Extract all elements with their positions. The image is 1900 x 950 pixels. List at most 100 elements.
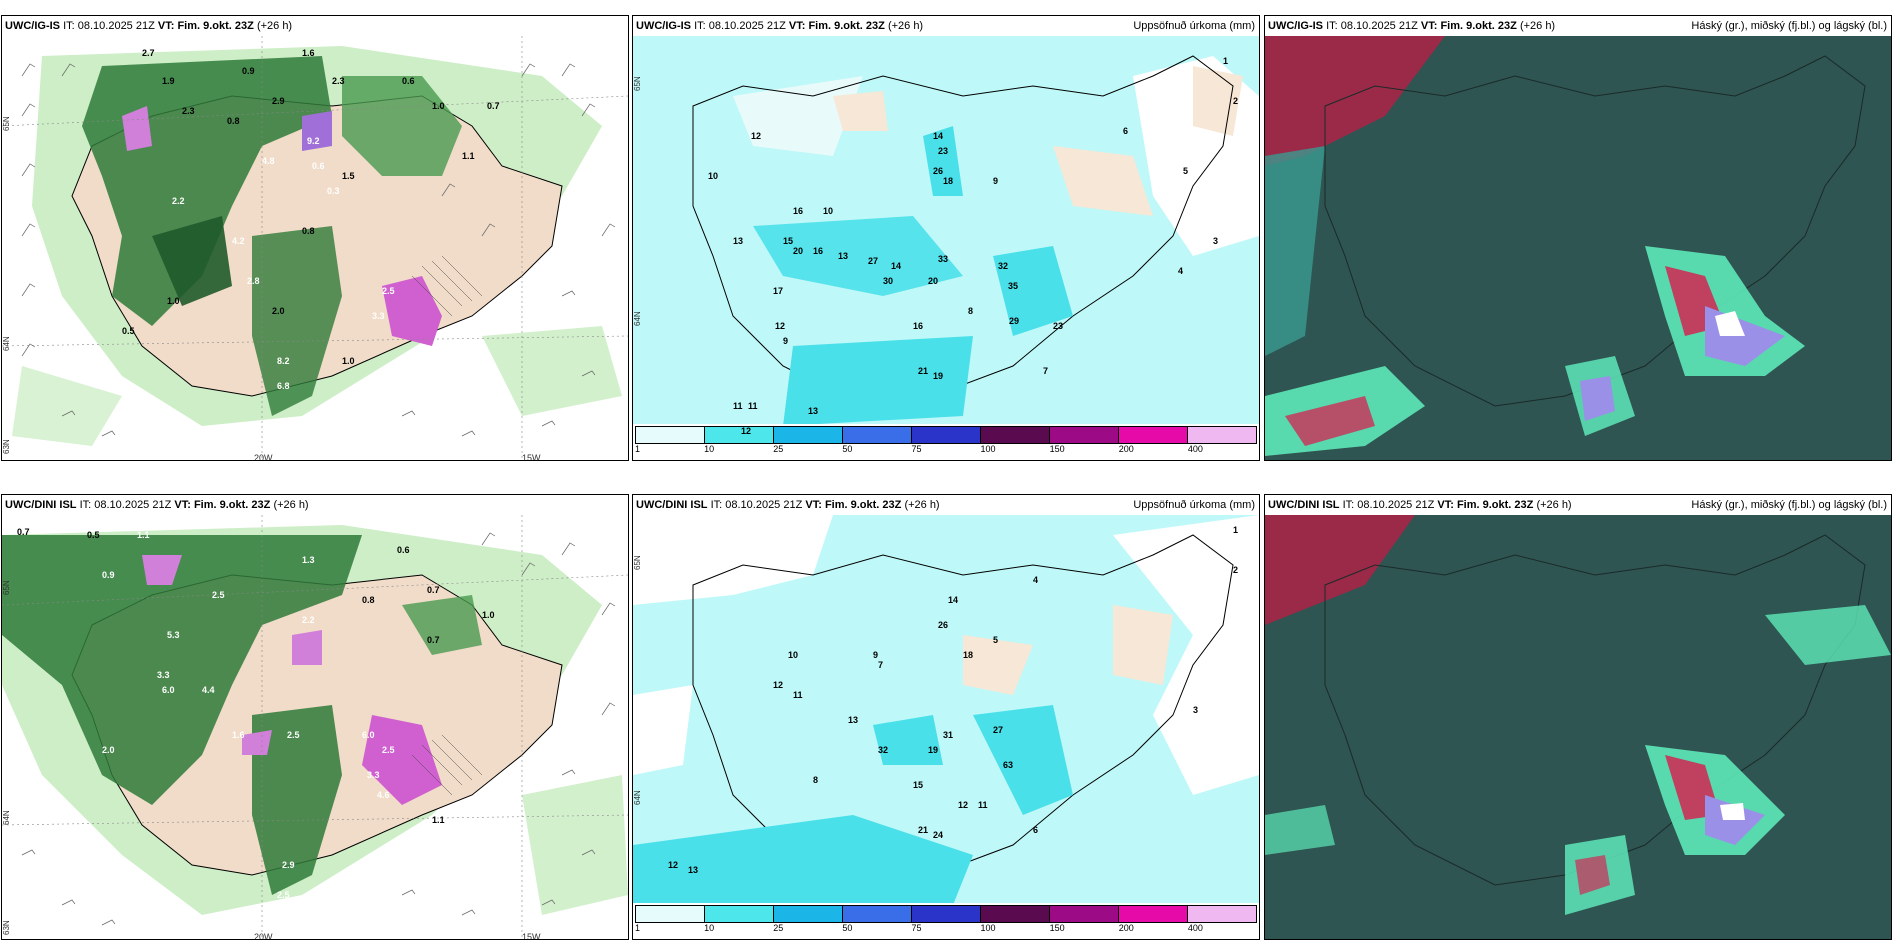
lat-label-65n: 65N [2,116,11,131]
colorbar-label: 10 [704,444,715,454]
panel-header: UWC/IG-IS IT: 08.10.2025 21Z VT: Fim. 9.… [1265,16,1891,36]
valid-time: Fim. 9.okt. 23Z [1456,499,1534,511]
map-area [2,515,628,939]
colorbar-swatch [843,906,912,922]
colorbar-swatch [1119,906,1188,922]
colorbar-label: 1 [635,444,641,454]
colorbar-swatch [1050,427,1119,443]
model-name: UWC/IG-IS [636,20,691,32]
panel-ig-is-precipitation: UWC/IG-IS IT: 08.10.2025 21Z VT: Fim. 9.… [632,15,1260,461]
colorbar-swatch [1050,906,1119,922]
lon-label-15w: 15W [522,453,541,461]
product-title: Háský (gr.), miðský (fj.bl.) og lágský (… [1691,499,1887,511]
product-title: Uppsöfnuð úrkoma (mm) [1133,499,1255,511]
colorbar-swatch [636,427,705,443]
panel-ig-is-temperature: UWC/IG-IS IT: 08.10.2025 21Z VT: Fim. 9.… [1,15,629,461]
init-time: 08.10.2025 21Z [1357,499,1435,511]
colorbar: 1 10 25 50 75 100 150 200 400 [633,424,1259,460]
panel-dini-isl-clouds: UWC/DINI ISL IT: 08.10.2025 21Z VT: Fim.… [1264,494,1892,940]
map-svg [1265,36,1891,460]
map-area [1265,36,1891,460]
vt-label: VT: [174,499,191,511]
lon-label-20w: 20W [254,453,273,461]
it-label: IT: [79,499,92,511]
product-title: Háský (gr.), miðský (fj.bl.) og lágský (… [1691,20,1887,32]
it-label: IT: [1342,499,1355,511]
panel-ig-is-clouds: UWC/IG-IS IT: 08.10.2025 21Z VT: Fim. 9.… [1264,15,1892,461]
map-svg [1265,515,1891,939]
lat-label-63n: 63N [2,439,11,454]
colorbar-swatches [635,426,1257,444]
valid-time: Fim. 9.okt. 23Z [177,20,254,32]
colorbar-label: 25 [773,923,784,933]
init-time: 08.10.2025 21Z [725,499,803,511]
colorbar-label: 150 [1049,923,1065,933]
colorbar-swatch [705,427,774,443]
valid-time: Fim. 9.okt. 23Z [824,499,902,511]
colorbar-label: 200 [1118,444,1134,454]
panel-header: UWC/DINI ISL IT: 08.10.2025 21Z VT: Fim.… [633,495,1259,515]
colorbar-swatch [912,427,981,443]
panel-dini-isl-precipitation: UWC/DINI ISL IT: 08.10.2025 21Z VT: Fim.… [632,494,1260,940]
map-svg [633,36,1259,426]
lat-label-64n: 64N [2,810,11,825]
colorbar-label: 50 [842,444,853,454]
lat-label-64n: 64N [633,311,642,326]
vt-label: VT: [157,20,175,32]
colorbar-label: 10 [704,923,715,933]
init-time: 08.10.2025 21Z [77,20,155,32]
map-svg [2,36,628,460]
valid-time: Fim. 9.okt. 23Z [1440,20,1517,32]
panel-header: UWC/IG-IS IT: 08.10.2025 21Z VT: Fim. 9.… [2,16,628,36]
it-label: IT: [63,20,75,32]
model-name: UWC/IG-IS [1268,20,1323,32]
model-name: UWC/DINI ISL [636,499,708,511]
panel-header: UWC/IG-IS IT: 08.10.2025 21Z VT: Fim. 9.… [633,16,1259,36]
colorbar-swatch [774,906,843,922]
colorbar-swatch [981,427,1050,443]
colorbar: 1 10 25 50 75 100 150 200 400 [633,903,1259,939]
panel-header: UWC/DINI ISL IT: 08.10.2025 21Z VT: Fim.… [2,495,628,515]
vt-label: VT: [1420,20,1438,32]
init-time: 08.10.2025 21Z [94,499,172,511]
panel-dini-isl-temperature: UWC/DINI ISL IT: 08.10.2025 21Z VT: Fim.… [1,494,629,940]
colorbar-label: 150 [1049,444,1065,454]
colorbar-label: 50 [842,923,853,933]
lon-label-15w: 15W [522,932,541,940]
vt-label: VT: [788,20,806,32]
it-label: IT: [710,499,723,511]
init-time: 08.10.2025 21Z [1340,20,1418,32]
colorbar-swatch [774,427,843,443]
map-area [633,515,1259,939]
it-label: IT: [694,20,706,32]
init-time: 08.10.2025 21Z [708,20,786,32]
colorbar-labels: 1 10 25 50 75 100 150 200 400 [635,444,1257,458]
colorbar-swatch [1188,906,1256,922]
vt-label: VT: [805,499,822,511]
lead-time: (+26 h) [1519,20,1556,32]
colorbar-swatch [705,906,774,922]
colorbar-swatch [981,906,1050,922]
lat-label-64n: 64N [2,336,11,351]
colorbar-label: 100 [980,444,996,454]
lat-label-64n: 64N [633,790,642,805]
valid-time: Fim. 9.okt. 23Z [193,499,271,511]
colorbar-label: 25 [773,444,784,454]
colorbar-label: 1 [635,923,641,933]
map-svg [633,515,1259,905]
map-area [1265,515,1891,939]
lon-label-20w: 20W [254,932,273,940]
lead-time: (+26 h) [273,499,309,511]
colorbar-swatch [1119,427,1188,443]
colorbar-swatch [912,906,981,922]
colorbar-swatch [1188,427,1256,443]
colorbar-label: 100 [980,923,996,933]
valid-time: Fim. 9.okt. 23Z [808,20,885,32]
lead-time: (+26 h) [904,499,940,511]
model-name: UWC/IG-IS [5,20,60,32]
product-title: Uppsöfnuð úrkoma (mm) [1133,20,1255,32]
colorbar-label: 75 [911,923,922,933]
model-name: UWC/DINI ISL [5,499,77,511]
map-area [633,36,1259,460]
model-name: UWC/DINI ISL [1268,499,1340,511]
